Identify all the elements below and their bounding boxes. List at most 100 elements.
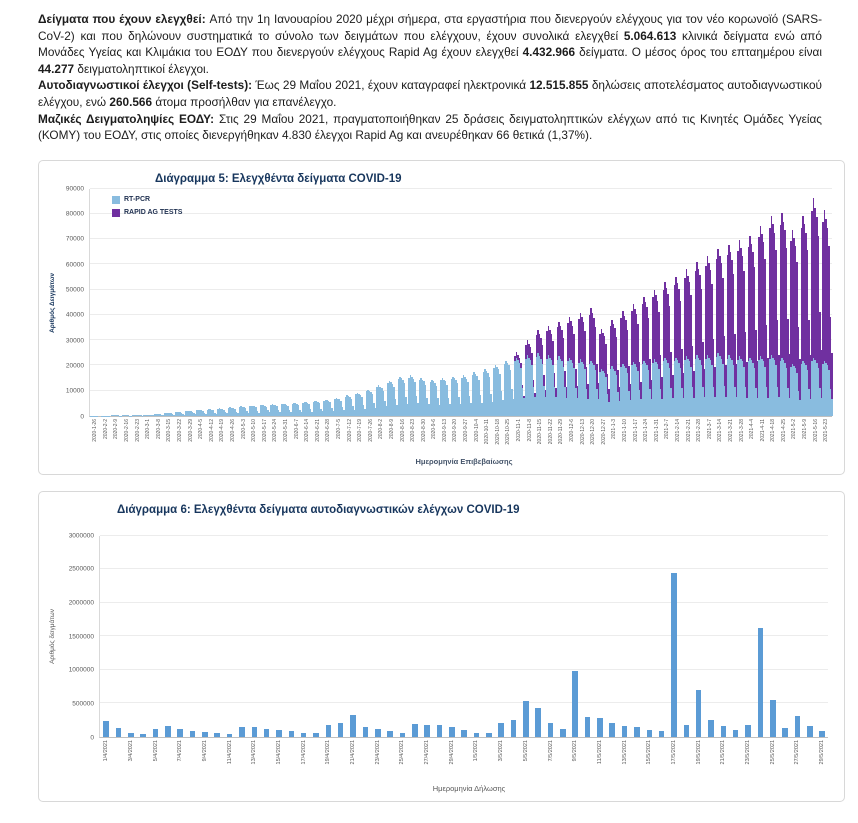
rt-pcr-segment: [264, 405, 266, 416]
x-tick-text: 2020-10-18: [494, 418, 501, 445]
stacked-bar: [532, 189, 535, 416]
rt-pcr-segment: [334, 398, 336, 416]
x-tick-text: 11/5/2021: [596, 739, 603, 764]
rt-pcr-segment: [243, 407, 245, 416]
rt-pcr-segment: [537, 353, 539, 416]
bar: [325, 724, 332, 737]
x-tick-label: 2021-5-16: [810, 419, 821, 455]
stacked-bar: [549, 189, 551, 416]
rapid-ag-segment: [767, 357, 769, 398]
stacked-bar: [261, 189, 263, 416]
rapid-ag-segment: [653, 289, 656, 360]
bar: [560, 728, 566, 737]
gridline: [100, 635, 828, 637]
stacked-bar: [396, 189, 398, 416]
stacked-bar: [244, 189, 247, 416]
stacked-bar: [490, 189, 492, 416]
rt-pcr-segment: [696, 354, 698, 416]
x-tick-text: 2021-2-7: [664, 418, 671, 439]
y-tick-label: 3000000: [68, 532, 94, 540]
x-tick-text: 23/5/2021: [745, 739, 752, 765]
rt-pcr-segment: [388, 380, 391, 416]
rt-pcr-segment: [656, 364, 659, 416]
rapid-ag-segment: [746, 362, 748, 398]
rt-pcr-segment: [544, 396, 547, 416]
rt-pcr-segment: [268, 412, 271, 416]
rt-pcr-segment: [796, 372, 798, 416]
stacked-bar: [111, 189, 113, 416]
x-tick-text: 2020-6-7: [293, 418, 300, 439]
rapid-ag-segment: [593, 317, 595, 366]
stacked-bar: [772, 189, 774, 416]
x-tick-label: 21/4/2021: [347, 740, 359, 782]
rt-pcr-segment: [220, 408, 222, 416]
rt-pcr-segment: [565, 397, 568, 416]
stacked-bar: [468, 189, 471, 416]
rt-pcr-segment: [315, 401, 318, 416]
stacked-bar: [584, 189, 586, 416]
rapid-ag-segment: [612, 324, 615, 369]
stacked-bar: [243, 189, 245, 416]
stacked-bar: [399, 189, 401, 416]
rapid-ag-segment: [658, 311, 660, 370]
rt-pcr-segment: [797, 390, 800, 416]
stacked-bar: [665, 189, 668, 416]
stacked-bar: [638, 189, 641, 416]
rt-pcr-segment: [514, 361, 516, 416]
rapid-ag-segment: [614, 328, 616, 371]
rapid-ag-segment: [803, 224, 806, 364]
stacked-bar: [761, 189, 763, 416]
stacked-bar: [408, 189, 410, 416]
bar-slot: [606, 536, 618, 737]
rapid-ag-segment: [646, 307, 648, 366]
rt-pcr-segment: [256, 410, 259, 416]
x-tick-label: 2020-11-22: [546, 419, 557, 455]
stacked-bar: [715, 189, 718, 416]
legend-item-rtpcr: RT-PCR: [112, 195, 182, 204]
bar-slot: [655, 536, 667, 737]
rt-pcr-segment: [605, 377, 607, 416]
x-tick-text: 2021-4-18: [770, 418, 777, 442]
stacked-bar: [118, 189, 121, 416]
stacked-bar: [241, 189, 244, 416]
stacked-bar: [450, 189, 453, 416]
stacked-bar: [197, 189, 200, 416]
x-tick-text: 2020-11-22: [547, 418, 554, 444]
text-segment: 12.515.855: [529, 78, 589, 93]
rt-pcr-segment: [570, 360, 572, 416]
bar-slot: [433, 536, 445, 737]
stacked-bar: [505, 189, 507, 416]
stacked-bar: [711, 189, 713, 416]
rt-pcr-segment: [170, 413, 172, 416]
bar-slot: [112, 536, 124, 737]
rt-pcr-segment: [712, 386, 715, 416]
bar: [794, 715, 801, 737]
rapid-ag-segment: [797, 326, 800, 391]
rapid-ag-segment: [702, 342, 704, 387]
rt-pcr-segment: [662, 361, 665, 416]
rapid-ag-segment: [752, 251, 754, 363]
rt-pcr-segment: [188, 411, 191, 416]
rt-pcr-segment: [476, 376, 478, 416]
rt-pcr-segment: [405, 397, 407, 416]
bar: [214, 733, 221, 737]
rt-pcr-segment: [568, 357, 571, 416]
bar: [276, 730, 282, 737]
bar: [103, 721, 109, 737]
rt-pcr-segment: [765, 387, 768, 416]
rt-pcr-segment: [167, 413, 169, 416]
x-tick-text: 2021-2-21: [685, 418, 692, 442]
stacked-bar: [578, 189, 580, 416]
x-tick-text: 2020-9-6: [431, 418, 438, 439]
rt-pcr-segment: [614, 370, 616, 416]
rapid-ag-segment: [765, 324, 768, 388]
stacked-bar: [136, 189, 139, 416]
chart1-legend: RT-PCR RAPID AG TESTS: [112, 195, 182, 217]
stacked-bar: [294, 189, 297, 416]
stacked-bar: [668, 189, 671, 416]
rapid-ag-segment: [720, 263, 723, 359]
rapid-ag-segment: [800, 227, 803, 364]
bar: [399, 732, 406, 737]
stacked-bar: [596, 189, 598, 416]
x-tick-label: 2020-6-7: [291, 419, 302, 455]
